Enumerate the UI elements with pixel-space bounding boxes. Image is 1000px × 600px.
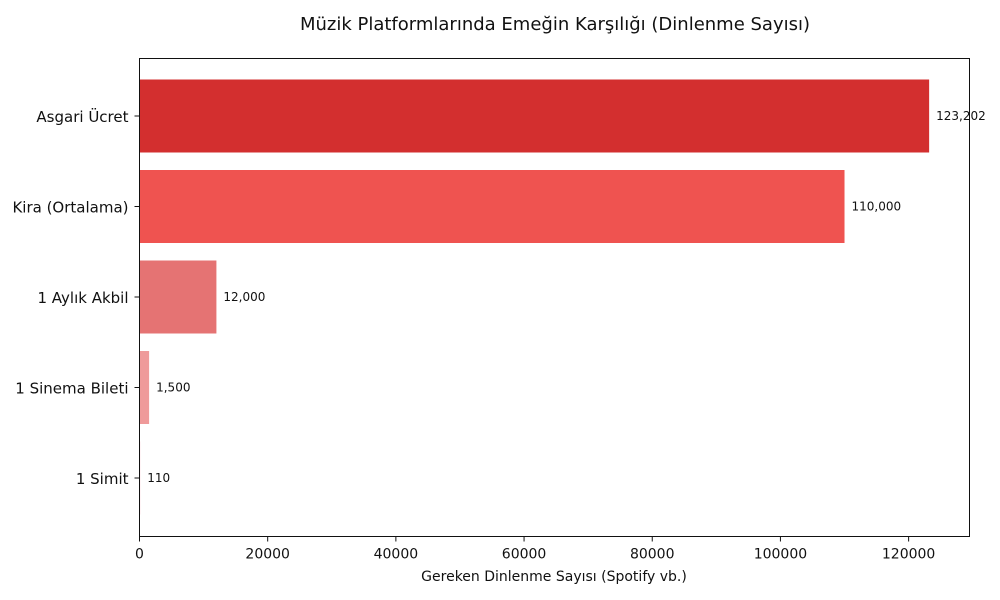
x-tick-label-0: 0 <box>135 547 144 563</box>
category-label-0: Asgari Ücret <box>36 107 128 126</box>
category-label-3: 1 Sinema Bileti <box>15 380 128 398</box>
value-label-4: 110 <box>147 471 170 485</box>
bar-2 <box>139 260 217 334</box>
x-tick-label-3: 60000 <box>502 547 547 563</box>
value-label-0: 123,202 <box>936 109 986 123</box>
x-tick-label-6: 120000 <box>882 547 935 563</box>
value-label-3: 1,500 <box>156 381 190 395</box>
x-tick-label-4: 80000 <box>630 547 675 563</box>
bars-group <box>139 79 930 515</box>
x-axis-label: Gereken Dinlenme Sayısı (Spotify vb.) <box>421 569 687 585</box>
category-label-1: Kira (Ortalama) <box>12 199 128 217</box>
value-label-1: 110,000 <box>852 200 902 214</box>
y-axis: Asgari Ücret Kira (Ortalama) 1 Aylık Akbil… <box>12 107 140 488</box>
category-label-2: 1 Aylık Akbil <box>37 289 128 307</box>
x-tick-label-2: 40000 <box>374 547 419 563</box>
bar-3 <box>139 351 150 424</box>
x-tick-label-5: 100000 <box>754 547 807 563</box>
value-label-2: 12,000 <box>223 290 265 304</box>
value-labels-group: 123,202 110,000 12,000 1,500 110 <box>147 109 986 485</box>
bar-1 <box>139 170 845 243</box>
chart-title: Müzik Platformlarında Emeğin Karşılığı (… <box>300 14 810 35</box>
x-axis: 0 20000 40000 60000 80000 100000 120000 <box>135 536 935 563</box>
category-label-4: 1 Simit <box>76 470 129 488</box>
bar-0 <box>139 79 930 153</box>
plot-frame <box>139 58 970 537</box>
x-tick-label-1: 20000 <box>245 547 290 563</box>
